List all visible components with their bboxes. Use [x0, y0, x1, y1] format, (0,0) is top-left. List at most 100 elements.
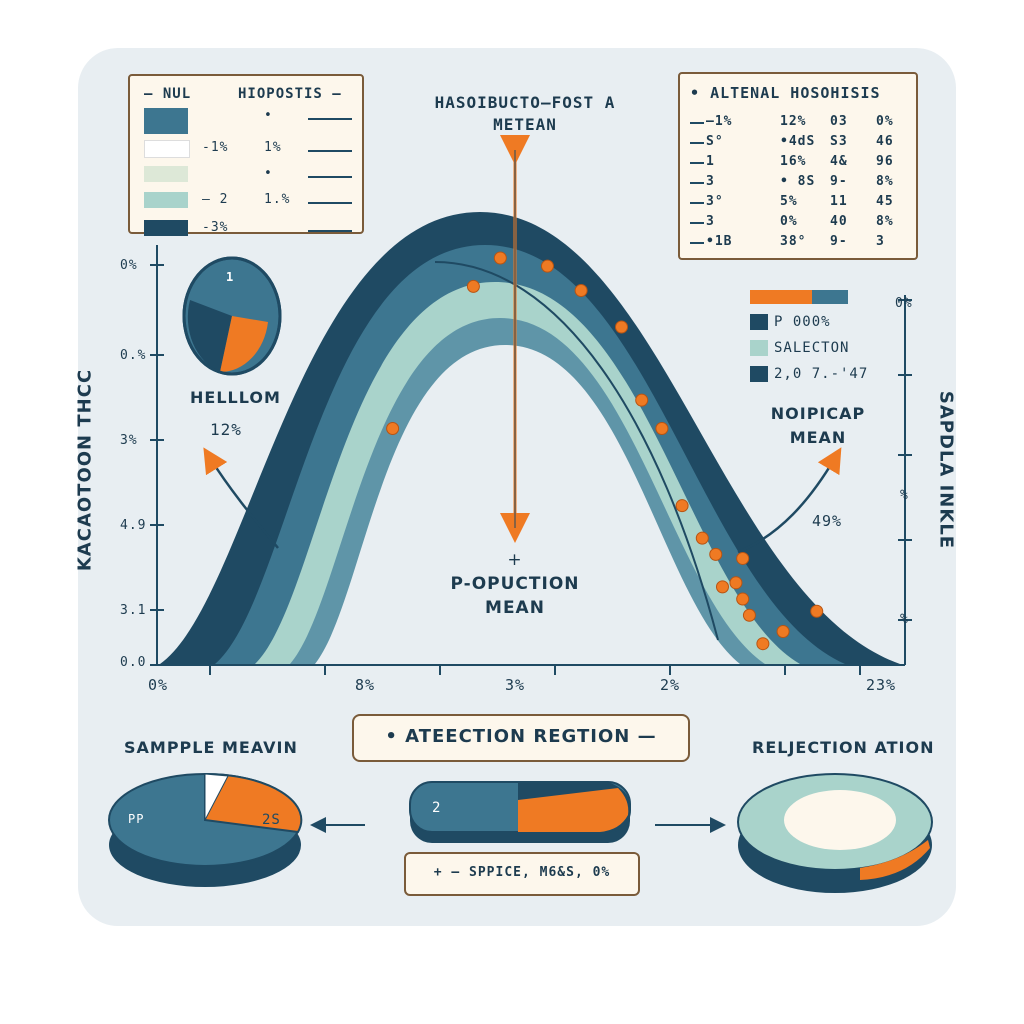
data-point	[493, 251, 507, 265]
alt-table-dash	[690, 202, 704, 204]
data-point	[615, 320, 629, 334]
detection-region-box: • ATEECTION REGTION —	[352, 714, 690, 762]
alt-table-dash	[690, 162, 704, 164]
data-point	[675, 499, 689, 513]
null-legend-line	[308, 150, 352, 152]
alt-table-cell: 8%	[876, 174, 894, 189]
right-legend-text: 2,0 7.-'47	[774, 366, 869, 382]
data-point	[709, 547, 723, 561]
null-legend-line	[308, 176, 352, 178]
x-axis-tick-label: 23%	[866, 676, 897, 694]
rejection-disc	[737, 773, 933, 893]
alt-table-dash	[690, 242, 704, 244]
alt-table-cell: 1	[706, 154, 715, 169]
left-axis-tick-label: 0.0	[120, 655, 147, 670]
right-axis-tick-label: %	[900, 488, 909, 503]
alt-table-cell: 8%	[876, 214, 894, 229]
alt-table-dash	[690, 182, 704, 184]
alt-table-title: • ALTENAL HOSOHISIS	[690, 84, 881, 102]
right-legend-text: P 000%	[774, 314, 831, 330]
right-mean-label: NOIPICAP MEAN	[770, 404, 866, 447]
data-point	[736, 592, 750, 606]
bottom-summary-text: + – SPPICE, M6&S, 0%	[433, 865, 611, 880]
left-axis-tick-label: 3.1	[120, 603, 147, 618]
top-hypothesis-label: HASOIBUCTO–FOST A METEAN	[434, 93, 616, 134]
x-axis-tick-label: 0%	[148, 676, 169, 694]
alt-table-cell: 9-	[830, 174, 848, 189]
alt-table-cell: 3	[706, 174, 715, 189]
alt-table-dash	[690, 222, 704, 224]
right-legend-text: SALECTON	[774, 340, 850, 356]
left-mean-arrow	[203, 447, 279, 549]
data-point	[466, 279, 480, 293]
data-point	[729, 576, 743, 590]
null-legend-col-a: – 2	[202, 192, 229, 207]
right-legend-swatch	[750, 340, 768, 356]
null-legend-col-b: 1%	[264, 140, 282, 155]
alt-table-cell: 45	[876, 194, 894, 209]
sample-pie-right-text: 2S	[262, 812, 281, 828]
alt-table-cell: 11	[830, 194, 848, 209]
alt-table-dash	[690, 142, 704, 144]
data-point	[695, 531, 709, 545]
middle-pill-number: 2	[432, 800, 442, 816]
data-point	[635, 393, 649, 407]
right-axis-tick-label: 0%	[895, 296, 913, 311]
null-legend-title-left: — NUL	[144, 86, 192, 102]
sample-mean-label: SAMPPLE MEAVIN	[124, 738, 298, 757]
data-point	[574, 283, 588, 297]
right-y-axis-label: SAPDLA INKLE	[935, 390, 957, 550]
null-legend-title-right: HIOPOSTIS —	[238, 86, 342, 102]
null-legend-col-b: 1.%	[264, 192, 291, 207]
left-y-axis-label: KACAOTOON THCC	[74, 368, 96, 572]
alt-table-cell: 0%	[876, 114, 894, 129]
right-mean-value: 49%	[812, 512, 843, 530]
alt-table-cell: 12%	[780, 114, 807, 129]
null-legend-swatch	[144, 192, 188, 208]
null-legend-col-b: •	[264, 108, 273, 123]
right-mean-arrow	[737, 447, 842, 554]
middle-pill	[409, 781, 631, 843]
null-legend-line	[308, 118, 352, 120]
alt-table-cell: • 8S	[780, 174, 816, 189]
data-point	[655, 422, 669, 436]
alt-table-cell: •1B	[706, 234, 733, 249]
right-legend-swatch	[750, 366, 768, 382]
data-point	[810, 604, 824, 618]
alt-table-cell: 0%	[780, 214, 798, 229]
data-point	[776, 625, 790, 639]
x-axis	[150, 664, 905, 675]
alternative-hypothesis-table: • ALTENAL HOSOHISIS –1% 12% 03 0% S° •4dS S3 46…	[678, 72, 918, 260]
data-point	[540, 259, 554, 273]
alt-table-cell: –1%	[706, 114, 733, 129]
alt-table-cell: S°	[706, 134, 724, 149]
data-point	[715, 580, 729, 594]
population-mean-label: + P-OPUCTION MEAN	[450, 550, 580, 618]
null-legend-col-a: -3%	[202, 220, 229, 235]
rejection-label: RELJECTION ATION	[752, 738, 935, 757]
alt-table-cell: 46	[876, 134, 894, 149]
null-legend-swatch	[144, 220, 188, 236]
alt-table-cell: 96	[876, 154, 894, 169]
alt-table-cell: 4&	[830, 154, 848, 169]
null-legend-col-a: -1%	[202, 140, 229, 155]
left-pie-value: 12%	[210, 420, 242, 439]
alt-table-cell: 03	[830, 114, 848, 129]
null-legend-swatch	[144, 166, 188, 182]
left-axis-tick-label: 0.%	[120, 348, 147, 363]
sample-pie-left-text: PP	[128, 812, 145, 826]
right-legend-swatch	[750, 314, 768, 330]
sample-mean-pie	[108, 772, 303, 887]
x-axis-tick-label: 3%	[505, 676, 526, 694]
alt-table-cell: 38°	[780, 234, 807, 249]
alt-table-cell: 3	[876, 234, 885, 249]
alt-table-cell: 5%	[780, 194, 798, 209]
null-legend-line	[308, 202, 352, 204]
alt-table-cell: 3	[706, 214, 715, 229]
x-axis-tick-label: 2%	[660, 676, 681, 694]
alt-table-cell: •4dS	[780, 134, 816, 149]
left-pie	[182, 256, 282, 376]
data-point	[386, 422, 400, 436]
null-legend-line	[308, 230, 352, 232]
